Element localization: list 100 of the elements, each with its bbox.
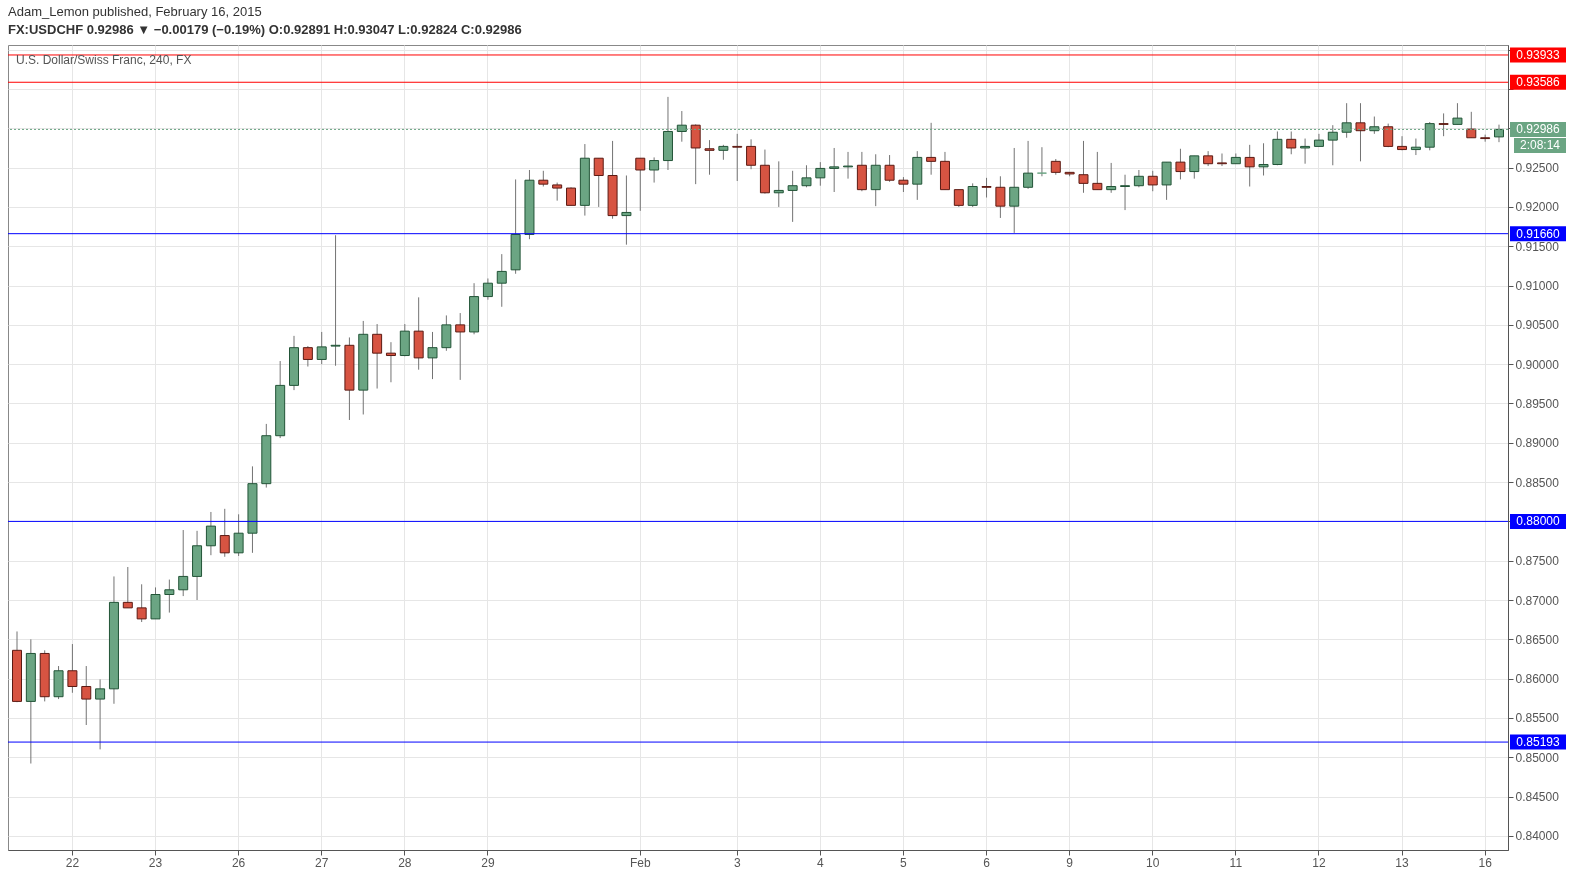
- candlestick: [801, 164, 812, 188]
- candlestick: [1397, 135, 1408, 151]
- candlestick: [496, 253, 507, 308]
- candlestick: [1189, 155, 1200, 180]
- candlestick: [1466, 111, 1477, 139]
- candlestick: [1258, 142, 1269, 176]
- candlestick: [815, 161, 826, 187]
- candlestick: [316, 331, 327, 365]
- candlestick: [690, 123, 701, 185]
- candlestick: [122, 566, 133, 609]
- candlestick: [773, 160, 784, 208]
- candlestick: [552, 182, 563, 202]
- candlestick: [1120, 174, 1131, 211]
- candlestick: [704, 139, 715, 176]
- y-tick-label: 0.92500: [1515, 161, 1560, 176]
- candlestick: [136, 583, 147, 623]
- y-tick-label: 0.91000: [1515, 279, 1560, 294]
- candlestick: [967, 182, 978, 208]
- candlestick: [67, 643, 78, 694]
- ref-line-label: 0.93933: [1516, 47, 1561, 62]
- x-tick-label: 4: [816, 855, 824, 870]
- candlestick: [649, 156, 660, 184]
- candlestick: [1175, 148, 1186, 180]
- candlestick: [1355, 102, 1366, 162]
- candlestick: [372, 323, 383, 390]
- candlestick: [593, 157, 604, 208]
- candlestick: [635, 157, 646, 212]
- candlestick: [441, 314, 452, 352]
- candlestick: [843, 151, 854, 180]
- candlestick: [926, 122, 937, 176]
- ref-line-label: 0.85193: [1516, 735, 1561, 750]
- candlestick: [385, 341, 396, 383]
- candlestick: [455, 312, 466, 381]
- y-tick-label: 0.88500: [1515, 475, 1560, 490]
- candlestick: [1106, 162, 1117, 194]
- candlestick: [302, 345, 313, 368]
- candlestick: [1300, 138, 1311, 165]
- candlestick: [95, 678, 106, 750]
- candlestick: [1092, 151, 1103, 191]
- candlestick: [164, 579, 175, 614]
- candlestick: [233, 513, 244, 557]
- y-tick-label: 0.89500: [1515, 396, 1560, 411]
- candlestick: [1036, 146, 1047, 177]
- y-tick-label: 0.87000: [1515, 593, 1560, 608]
- candlestick: [1216, 152, 1227, 167]
- candlestick: [1438, 112, 1449, 137]
- x-tick-label: 11: [1229, 855, 1243, 870]
- x-tick-label: 9: [1066, 855, 1074, 870]
- candlestick: [829, 147, 840, 193]
- y-tick-label: 0.86000: [1515, 672, 1560, 687]
- candlestick: [1286, 130, 1297, 155]
- candlestick: [1078, 140, 1089, 194]
- y-tick-label: 0.89000: [1515, 436, 1560, 451]
- y-tick-label: 0.85500: [1515, 711, 1560, 726]
- y-tick-label: 0.91500: [1515, 239, 1560, 254]
- x-tick-label: 22: [65, 855, 80, 870]
- x-tick-label: 3: [733, 855, 741, 870]
- candlestick: [1244, 144, 1255, 187]
- candlestick: [482, 277, 493, 301]
- candlestick: [205, 511, 216, 556]
- candlestick: [746, 138, 757, 170]
- y-tick-label: 0.90500: [1515, 318, 1560, 333]
- y-tick-label: 0.84000: [1515, 829, 1560, 844]
- y-tick-label: 0.86500: [1515, 632, 1560, 647]
- annotation: U.S. Dollar/Swiss Franc, 240, FX: [16, 53, 192, 67]
- candlestick: [981, 177, 992, 199]
- x-tick-label: 13: [1395, 855, 1410, 870]
- candlestick: [566, 186, 577, 206]
- candlestick: [1410, 138, 1421, 156]
- candlestick: [1009, 147, 1020, 234]
- candlestick: [732, 133, 743, 182]
- ref-line-label: 0.88000: [1516, 514, 1561, 529]
- ref-line-label: 0.92986: [1516, 122, 1561, 137]
- x-tick-label: 23: [148, 855, 163, 870]
- y-tick-label: 0.84500: [1515, 790, 1560, 805]
- candlestick: [1452, 102, 1463, 125]
- x-tick-label: 5: [900, 855, 908, 870]
- y-tick-label: 0.90000: [1515, 357, 1560, 372]
- y-tick-label: 0.92000: [1515, 200, 1560, 215]
- x-tick-label: Feb: [629, 855, 651, 870]
- candlestick: [178, 529, 189, 597]
- candlestick: [884, 154, 895, 183]
- x-tick-label: 10: [1146, 855, 1160, 870]
- y-tick-label: 0.85000: [1515, 750, 1560, 765]
- candlestick: [995, 175, 1006, 219]
- candlestick: [219, 508, 230, 558]
- candlestick: [787, 170, 798, 223]
- x-tick-label: 28: [398, 855, 412, 870]
- candlestick: [427, 331, 438, 380]
- candlestick: [330, 234, 341, 367]
- x-tick-label: 12: [1312, 855, 1326, 870]
- ref-line-label: 0.91660: [1516, 226, 1561, 241]
- x-tick-label: 16: [1478, 855, 1493, 870]
- candlestick: [81, 665, 92, 726]
- y-tick-label: 0.87500: [1515, 554, 1560, 569]
- chart-subtitle: FX:USDCHF 0.92986 ▼ −0.00179 (−0.19%) O:0.92891 H:0.93047 L:0.92824 C:0.92986: [8, 21, 522, 39]
- candlestick: [1161, 161, 1172, 201]
- x-tick-label: 29: [481, 855, 495, 870]
- x-tick-label: 6: [983, 855, 991, 870]
- chart-title: Adam_Lemon published, February 16, 2015: [8, 3, 263, 21]
